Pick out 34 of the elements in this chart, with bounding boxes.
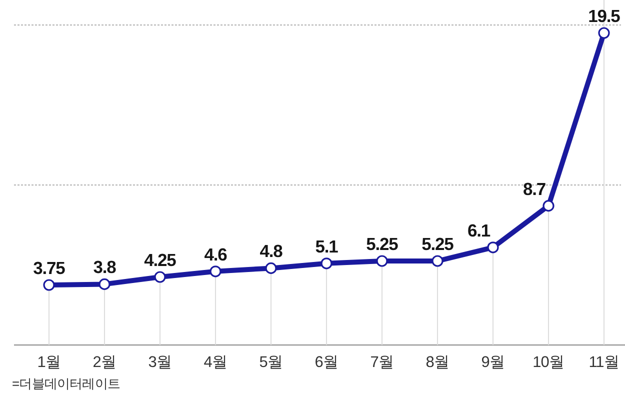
point	[320, 258, 332, 270]
point	[210, 266, 222, 278]
point	[154, 271, 166, 283]
point	[432, 255, 444, 267]
data-label: 3.8	[93, 257, 117, 278]
data-label: 6.1	[467, 220, 491, 240]
data-label: 5.25	[366, 234, 399, 254]
data-label: 3.75	[33, 258, 66, 278]
data-label: 4.8	[260, 241, 284, 262]
x-tick-label: 3월	[148, 354, 172, 371]
data-label: 5.1	[315, 236, 339, 256]
x-tick-label: 1월	[37, 354, 61, 371]
x-tick-label: 6월	[314, 354, 338, 371]
x-tick-label: 10월	[532, 354, 564, 371]
point	[43, 279, 55, 291]
data-label: 5.25	[422, 234, 454, 254]
data-label: 4.6	[204, 244, 228, 264]
x-tick-label: 2월	[92, 354, 116, 371]
point	[265, 262, 277, 274]
point	[98, 278, 110, 290]
text: =더블데이터레이트	[12, 376, 120, 391]
data-label: 19.5	[588, 6, 621, 26]
data-label: 8.7	[522, 178, 546, 199]
x-tick-label: 11월	[588, 354, 620, 371]
x-tick-label: 7월	[370, 354, 394, 371]
point	[542, 200, 554, 212]
x-tick-label: 4월	[204, 354, 228, 371]
point	[598, 27, 610, 39]
point	[376, 255, 388, 267]
x-tick-label: 8월	[426, 354, 450, 371]
x-tick-label: 5월	[259, 354, 283, 371]
point	[487, 242, 499, 254]
data-label: 4.25	[144, 250, 177, 270]
x-tick-label: 9월	[481, 354, 505, 371]
